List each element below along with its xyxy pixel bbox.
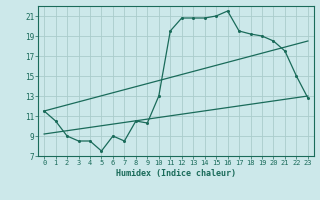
X-axis label: Humidex (Indice chaleur): Humidex (Indice chaleur) bbox=[116, 169, 236, 178]
